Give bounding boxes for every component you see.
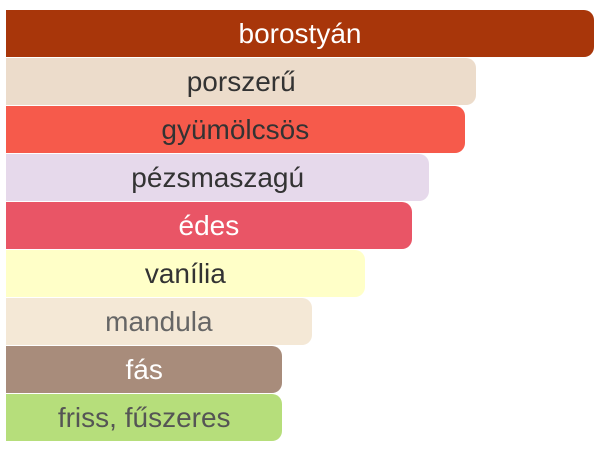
bar-label: fás xyxy=(125,353,163,385)
bar-label: porszerű xyxy=(186,65,296,97)
bar-label: pézsmaszagú xyxy=(131,161,305,193)
bar-3: pézsmaszagú xyxy=(6,154,430,201)
bar-label: borostyán xyxy=(238,17,362,49)
bar-label: friss, fűszeres xyxy=(57,401,231,433)
bar-label: édes xyxy=(178,209,240,241)
bar-5: vanília xyxy=(6,250,365,297)
bar-6: mandula xyxy=(6,298,312,345)
bar-0: borostyán xyxy=(6,10,594,57)
bar-label: gyümölcsös xyxy=(161,113,310,145)
bar-label: vanília xyxy=(144,257,226,289)
bar-8: friss, fűszeres xyxy=(6,394,283,441)
bar-7: fás xyxy=(6,346,283,393)
bar-1: porszerű xyxy=(6,58,477,105)
bar-label: mandula xyxy=(105,305,213,337)
bar-4: édes xyxy=(6,202,412,249)
bar-2: gyümölcsös xyxy=(6,106,465,153)
